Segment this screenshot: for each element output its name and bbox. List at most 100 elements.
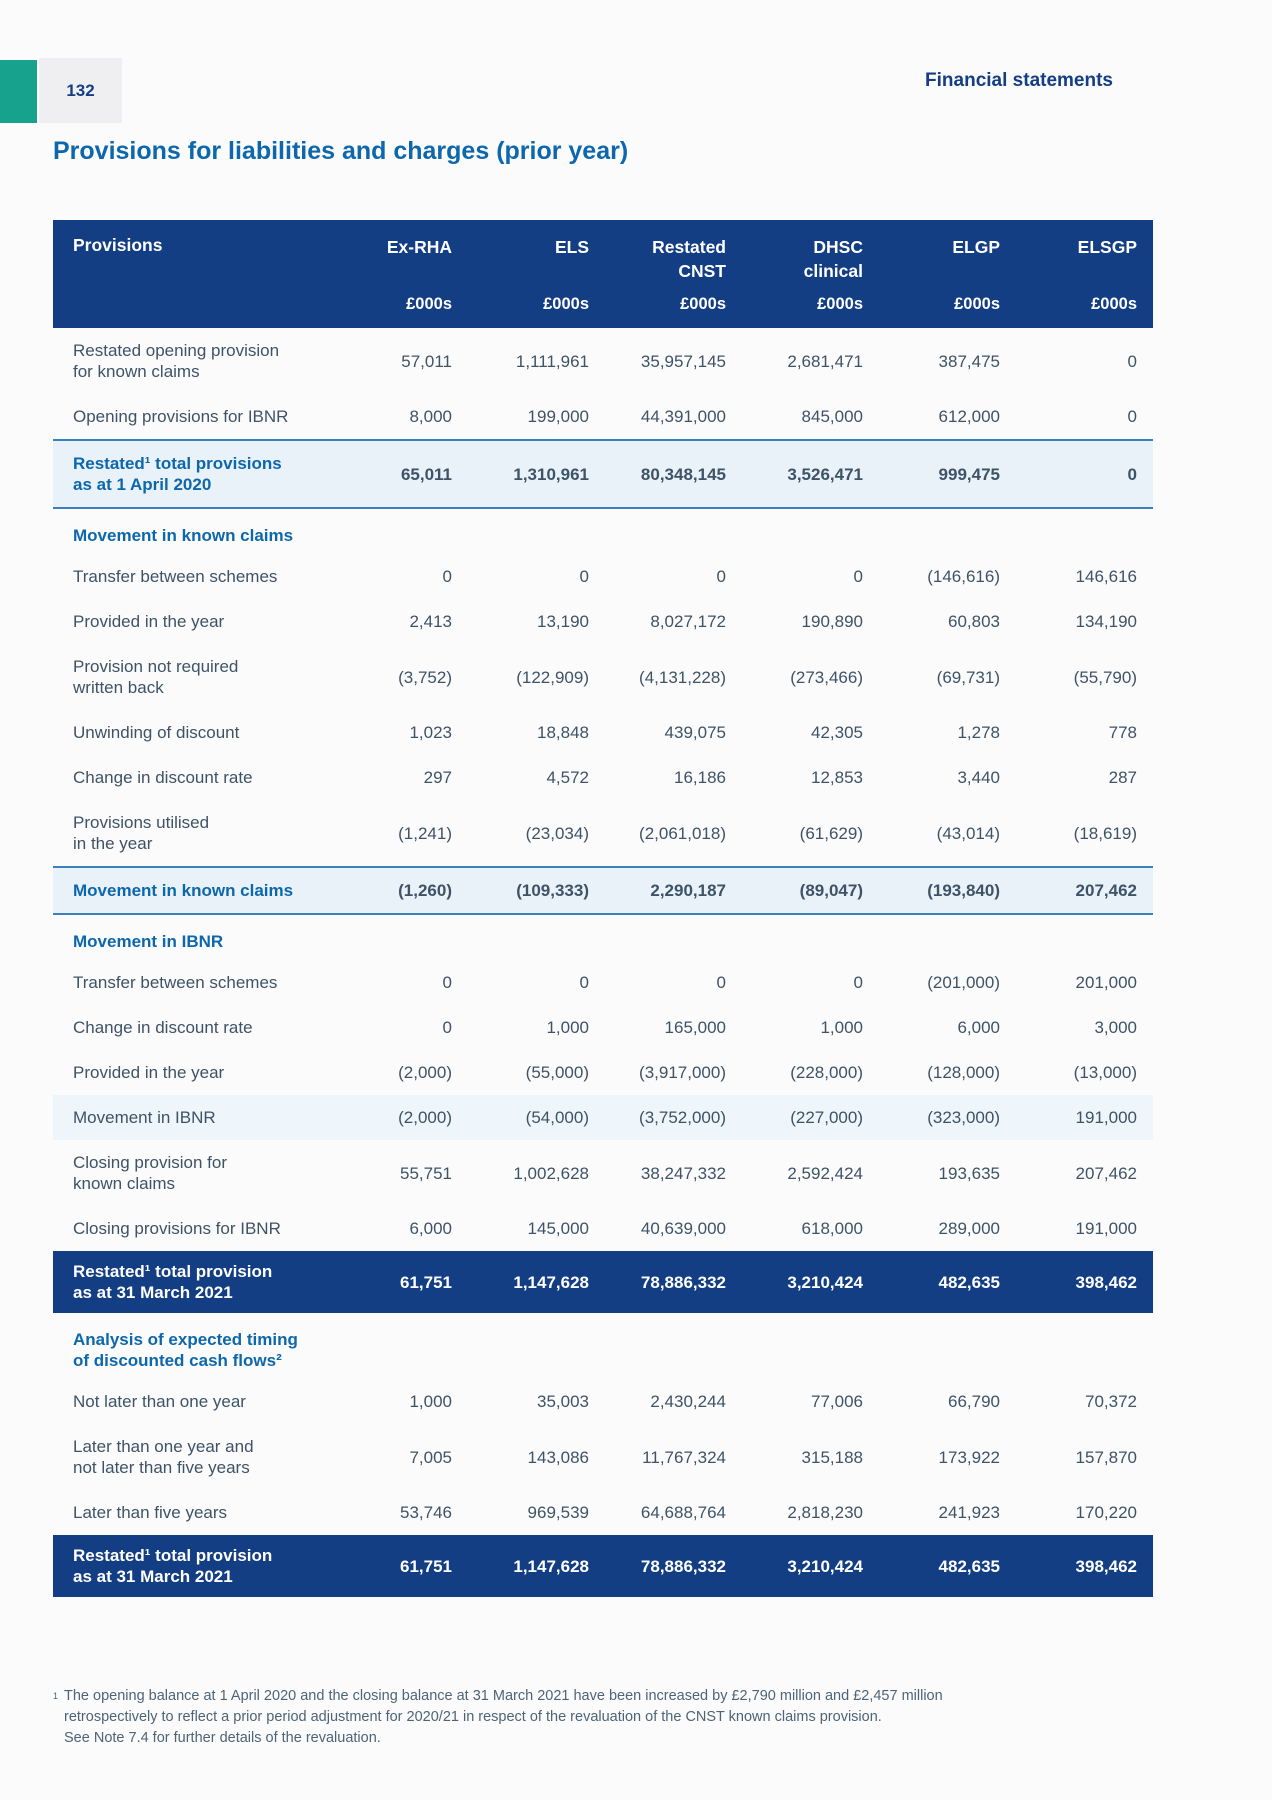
table-row: Transfer between schemes 0 0 0 0 (146,616) 146… — [53, 554, 1153, 599]
cell-value: 387,475 — [938, 351, 1000, 371]
table-row: Provisions utilised in the year (1,241) (2… — [53, 800, 1153, 867]
cell-value: 199,000 — [527, 407, 589, 426]
cell-value: 1,111,961 — [515, 351, 589, 371]
cell-value: 612,000 — [938, 407, 1000, 426]
table-row: Provided in the year 2,413 13,190 8,027,172… — [53, 599, 1153, 644]
cell-value: (61,629) — [799, 823, 863, 843]
cell-value: (89,047) — [742, 866, 879, 915]
cell-value: 53,746 — [400, 1503, 452, 1522]
row-label: Provided in the year — [73, 1063, 225, 1082]
cell-value: 3,440 — [957, 768, 1000, 787]
cell-value: (4,131,228) — [639, 667, 726, 687]
footnote: 1 The opening balance at 1 April 2020 an… — [53, 1686, 1133, 1749]
column-header-text: ELS — [554, 237, 589, 257]
page-number: 132 — [66, 80, 95, 100]
cell-value: 201,000 — [1075, 973, 1137, 992]
table-row: Closing provisions for IBNR 6,000 145,000 4… — [53, 1206, 1153, 1251]
section-row: Analysis of expected timing of discounte… — [53, 1313, 1153, 1379]
cell-value: 0 — [716, 973, 726, 992]
cell-value: (3,917,000) — [639, 1063, 726, 1082]
cell-value: (69,731) — [936, 667, 1000, 687]
row-label: Restated¹ total provision as at 31 March… — [53, 1535, 331, 1597]
cell-value: 1,310,961 — [468, 439, 605, 509]
section-label: Movement in known claims — [73, 526, 294, 545]
column-header-elsgp: ELSGP — [1016, 220, 1153, 283]
cell-value: 0 — [442, 973, 452, 992]
column-header-restated-cnst: Restated CNST — [605, 220, 742, 283]
unit-label: £000s — [879, 283, 1016, 328]
table-row: Opening provisions for IBNR 8,000 199,000 4… — [53, 394, 1153, 440]
cell-value: 2,290,187 — [605, 866, 742, 915]
cell-value: 4,572 — [546, 768, 589, 787]
cell-value: 1,147,628 — [468, 1535, 605, 1597]
column-header-text: Ex-RHA — [386, 237, 452, 257]
cell-value: 12,853 — [811, 768, 863, 787]
cell-value: 482,635 — [879, 1251, 1016, 1313]
cell-value: 61,751 — [331, 1535, 468, 1597]
unit-label: £000s — [742, 283, 879, 328]
cell-value: 2,592,424 — [787, 1163, 863, 1183]
cell-value: (109,333) — [468, 866, 605, 915]
cell-value: 0 — [579, 567, 589, 586]
row-label: Change in discount rate — [73, 768, 253, 787]
table-row: Later than one year and not later than f… — [53, 1424, 1153, 1490]
column-header-provisions: Provisions — [53, 220, 331, 283]
cell-value: 439,075 — [664, 723, 726, 742]
cell-value: 65,011 — [331, 439, 468, 509]
cell-value: 287 — [1108, 768, 1137, 787]
cell-value: 44,391,000 — [640, 407, 726, 426]
section-row: Movement in IBNR — [53, 914, 1153, 960]
cell-value: 289,000 — [938, 1219, 1000, 1238]
cell-value: 0 — [442, 1018, 452, 1037]
row-label: Closing provisions for IBNR — [73, 1219, 281, 1238]
table-body: Restated opening provision for known cla… — [53, 328, 1153, 1597]
cell-value: (273,466) — [790, 667, 863, 687]
cell-value: 778 — [1108, 723, 1137, 742]
cell-value: 64,688,764 — [640, 1503, 726, 1522]
table-row: Change in discount rate 297 4,572 16,186 12,… — [53, 755, 1153, 800]
cell-value: 78,886,332 — [605, 1535, 742, 1597]
page-edge-tab — [0, 60, 37, 123]
cell-value: 145,000 — [527, 1219, 589, 1238]
row-label: Opening provisions for IBNR — [73, 407, 289, 426]
row-label: Transfer between schemes — [73, 567, 278, 586]
row-label: Transfer between schemes — [73, 973, 278, 992]
cell-value: 66,790 — [948, 1392, 1000, 1411]
cell-value: 1,278 — [957, 723, 1000, 742]
cell-value: 845,000 — [801, 407, 863, 426]
column-header-text: ELSGP — [1077, 237, 1137, 257]
table-row: Change in discount rate 0 1,000 165,000 1,00… — [53, 1005, 1153, 1050]
unit-label: £000s — [331, 283, 468, 328]
row-label: Provided in the year — [73, 612, 225, 631]
cell-value: 618,000 — [801, 1219, 863, 1238]
cell-value: (3,752,000) — [605, 1095, 742, 1140]
cell-value: 0 — [1016, 439, 1153, 509]
cell-value: 6,000 — [957, 1018, 1000, 1037]
cell-value: 193,635 — [938, 1163, 1000, 1183]
table-row: Restated¹ total provision as at 31 March… — [53, 1535, 1153, 1597]
cell-value: 157,870 — [1075, 1447, 1137, 1467]
table-row: Closing provision for known claims 55,751… — [53, 1140, 1153, 1206]
cell-value: 0 — [716, 567, 726, 586]
cell-value: 190,890 — [801, 612, 863, 631]
cell-value: 207,462 — [1016, 866, 1153, 915]
cell-value: 8,027,172 — [650, 612, 726, 631]
column-header-text: CNST — [678, 261, 726, 281]
column-header-els: ELS — [468, 220, 605, 283]
cell-value: 297 — [423, 768, 452, 787]
cell-value: 1,000 — [409, 1392, 452, 1411]
column-header-text: Restated — [652, 237, 726, 257]
cell-value: 0 — [1127, 407, 1137, 426]
cell-value: 78,886,332 — [605, 1251, 742, 1313]
column-header-text: clinical — [803, 261, 863, 281]
row-label: Provision not required written back — [73, 657, 239, 697]
table-row: Transfer between schemes 0 0 0 0 (201,000) 201… — [53, 960, 1153, 1005]
table-row: Restated¹ total provisions as at 1 April… — [53, 439, 1153, 509]
cell-value: 2,430,244 — [650, 1392, 726, 1411]
cell-value: 999,475 — [879, 439, 1016, 509]
cell-value: 1,002,628 — [513, 1163, 589, 1183]
footnote-marker: 1 — [53, 1691, 59, 1701]
cell-value: 398,462 — [1016, 1251, 1153, 1313]
provisions-table-grid: Provisions Ex-RHA ELS Restated CNST DHSC c… — [53, 220, 1153, 1597]
cell-value: (146,616) — [927, 567, 1000, 586]
